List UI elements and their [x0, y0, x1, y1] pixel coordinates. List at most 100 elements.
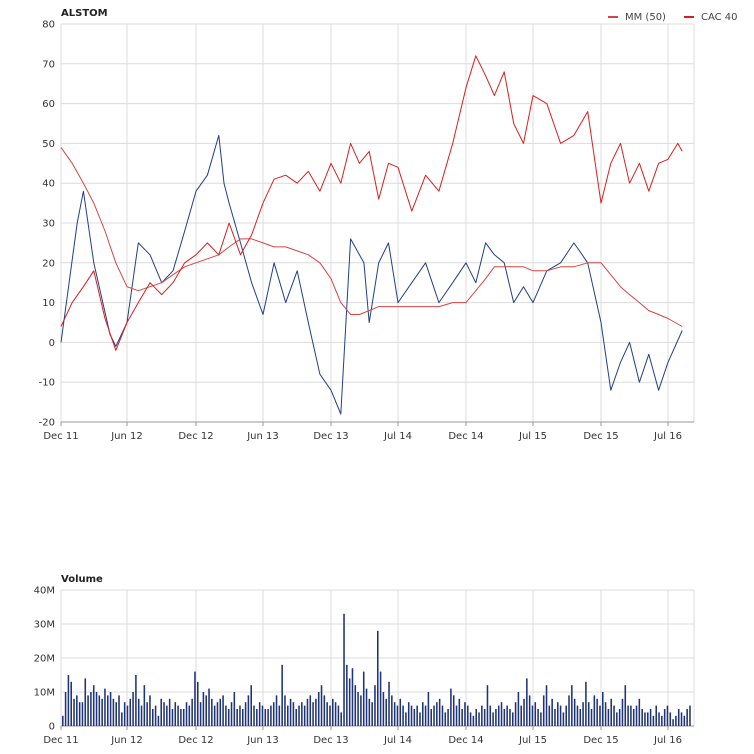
volume-bar [419, 712, 421, 726]
volume-bar [382, 692, 385, 726]
price-y-tick-label: 10 [42, 298, 55, 309]
volume-x-tick-label: Dec 14 [448, 735, 483, 746]
volume-bar [312, 702, 314, 726]
volume-bar [520, 705, 522, 726]
volume-bar [247, 695, 250, 726]
volume-bar [303, 705, 306, 726]
volume-bar [98, 695, 101, 726]
volume-bar [635, 705, 638, 726]
volume-bar [149, 695, 151, 726]
volume-bar [289, 698, 292, 726]
volume-bar [509, 709, 511, 726]
volume-bar [227, 709, 230, 726]
volume-bar [514, 702, 517, 726]
volume-x-tick-label: Jul 16 [653, 735, 682, 746]
price-gridlines [60, 23, 695, 423]
volume-bar [655, 705, 657, 726]
volume-bar [582, 702, 584, 726]
volume-bar [613, 705, 615, 726]
volume-bar [92, 685, 95, 726]
volume-bar [118, 695, 120, 726]
price-x-tick-label: Dec 12 [178, 431, 213, 442]
volume-bar [278, 705, 281, 726]
volume-bar [689, 705, 691, 726]
volume-bar [371, 702, 373, 726]
volume-bar [593, 695, 596, 726]
volume-bar [458, 698, 461, 726]
price-y-tick-label: 70 [42, 59, 55, 70]
volume-bar [585, 681, 587, 726]
price-x-tick-label: Jul 16 [653, 431, 682, 442]
volume-bar [112, 698, 115, 726]
price-x-axis: Dec 11 Jun 12 Dec 12 Jun 13 Dec 13 Jul 14 Dec … [43, 422, 682, 442]
price-y-tick-label: -20 [39, 418, 55, 429]
volume-bar [393, 702, 396, 726]
volume-bar [528, 695, 531, 726]
volume-y-tick-label: 10M [34, 688, 55, 699]
volume-bar [427, 692, 430, 726]
volume-bar [253, 705, 255, 726]
volume-bar [641, 709, 643, 726]
volume-bar [348, 678, 351, 726]
price-x-tick-label: Jun 13 [246, 431, 279, 442]
volume-x-tick-label: Jun 12 [110, 735, 143, 746]
price-y-tick-label: 50 [42, 139, 55, 150]
volume-bar [618, 709, 621, 726]
volume-bar [298, 705, 300, 726]
volume-bar [292, 702, 295, 726]
volume-bar [78, 702, 81, 726]
volume-bar [663, 709, 666, 726]
volume-bar [140, 705, 143, 726]
volume-bar [323, 695, 326, 726]
volume-bar [455, 705, 458, 726]
price-y-tick-label: 80 [42, 20, 55, 31]
volume-y-tick-label: 20M [34, 654, 55, 665]
volume-bar [683, 715, 686, 726]
volume-bar [326, 702, 328, 726]
price-chart-title: ALSTOM [61, 8, 108, 19]
volume-bar [180, 709, 182, 726]
volume-bar [630, 705, 632, 726]
volume-bar [497, 705, 500, 726]
volume-bar [557, 702, 559, 726]
volume-bar [534, 702, 537, 726]
volume-bar [365, 688, 368, 726]
volume-bar [154, 705, 157, 726]
volume-bar [337, 705, 340, 726]
price-y-tick-label: 40 [42, 179, 55, 190]
volume-bar [554, 709, 556, 726]
price-panel: ALSTOM -20 -10 0 10 20 30 40 50 60 70 80 Dec 11 Jun… [39, 8, 738, 442]
volume-chart-title: Volume [61, 574, 103, 585]
volume-bar [95, 692, 98, 726]
volume-bar [436, 702, 438, 726]
volume-bar [250, 685, 252, 726]
volume-bar [576, 705, 579, 726]
volume-y-tick-label: 30M [34, 620, 55, 631]
volume-bar [545, 685, 548, 726]
legend-mm50-label: MM (50) [625, 12, 666, 23]
volume-bar [236, 709, 238, 726]
volume-bar [464, 702, 466, 726]
volume-bar [596, 698, 598, 726]
price-x-tick-label: Dec 13 [313, 431, 348, 442]
volume-bar [391, 695, 393, 726]
volume-bar [627, 705, 629, 726]
volume-bar [351, 668, 354, 726]
volume-bar [551, 698, 553, 726]
volume-bar [385, 698, 387, 726]
volume-y-axis: 0 10M 20M 30M 40M [34, 586, 55, 733]
volume-bar [531, 705, 534, 726]
volume-bar [219, 698, 222, 726]
volume-bar [129, 698, 132, 726]
volume-x-tick-label: Dec 12 [178, 735, 213, 746]
volume-bar [579, 709, 582, 726]
volume-bar [672, 719, 674, 726]
volume-bar [571, 685, 573, 726]
price-series [60, 55, 683, 415]
volume-bar [70, 681, 72, 726]
price-y-axis: -20 -10 0 10 20 30 40 50 60 70 80 [39, 20, 55, 429]
volume-x-tick-label: Dec 13 [313, 735, 348, 746]
price-x-tick-label: Dec 15 [583, 431, 618, 442]
volume-bar [146, 702, 148, 726]
